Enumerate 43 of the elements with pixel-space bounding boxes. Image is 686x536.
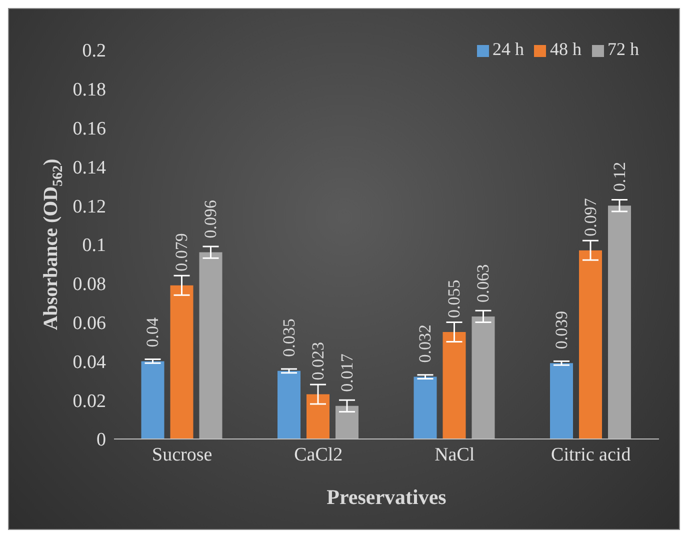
x-tick-label: NaCl (434, 444, 475, 466)
data-label: 0.055 (444, 280, 464, 318)
data-label: 0.096 (201, 200, 220, 238)
y-tick-label: 0.08 (72, 274, 106, 296)
x-tick-label: CaCl2 (294, 444, 343, 466)
y-tick-label: 0.12 (72, 196, 106, 218)
bar (278, 370, 300, 439)
bar (199, 252, 222, 439)
bar (442, 332, 466, 439)
legend-label: 48 h (550, 39, 582, 59)
y-tick-label: 0.16 (72, 118, 106, 140)
bar (550, 363, 573, 439)
legend-label: 72 h (608, 39, 639, 59)
x-axis-title: Preservatives (326, 485, 446, 509)
x-tick-label: Citric acid (551, 444, 632, 466)
x-tick-label: Sucrose (152, 444, 212, 466)
y-tick-label: 0 (96, 430, 106, 451)
bar (579, 250, 602, 439)
y-tick-label: 0.02 (72, 390, 106, 412)
data-label: 0.04 (143, 316, 162, 348)
data-label: 0.12 (610, 162, 629, 192)
data-label: 0.035 (280, 318, 298, 357)
data-label: 0.063 (474, 264, 493, 302)
bar (170, 285, 194, 439)
y-tick-label: 0.14 (72, 157, 106, 178)
data-label: 0.079 (172, 233, 192, 272)
data-label: 0.097 (581, 198, 600, 236)
bar (336, 406, 358, 439)
data-label: 0.023 (308, 342, 328, 380)
y-tick-label: 0.06 (72, 313, 106, 334)
data-label: 0.039 (552, 310, 571, 350)
bar (414, 376, 437, 439)
bar (306, 394, 330, 439)
y-tick-label: 0.04 (72, 352, 106, 373)
bar (472, 316, 495, 439)
legend-label: 24 h (492, 39, 524, 59)
y-tick-label: 0.1 (82, 235, 106, 256)
data-label: 0.032 (416, 324, 435, 363)
bar (141, 361, 164, 439)
data-label: 0.017 (338, 353, 356, 392)
y-tick-label: 0.2 (82, 40, 106, 62)
bar (608, 206, 631, 439)
y-tick-label: 0.18 (72, 80, 106, 101)
